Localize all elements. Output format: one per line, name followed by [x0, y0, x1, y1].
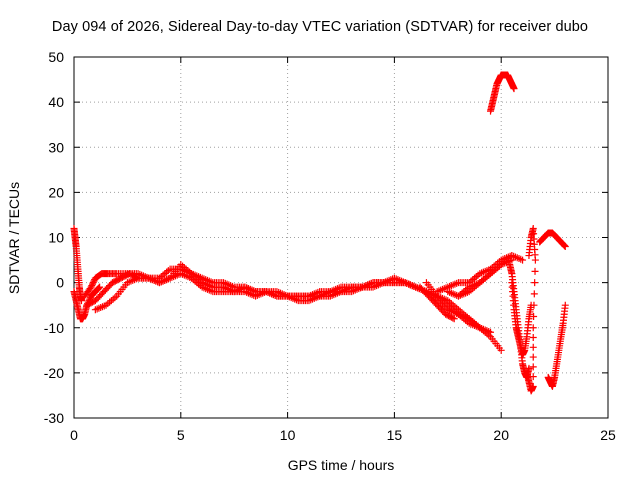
x-tick-label: 0 [70, 427, 78, 443]
y-axis-label: SDTVAR / TECUs [6, 181, 22, 295]
y-tick-label: 30 [48, 139, 64, 155]
data-point-interp [529, 343, 537, 351]
data-point [510, 85, 518, 93]
data-point-interp [531, 267, 539, 275]
data-point-interp [560, 241, 568, 249]
data-point [529, 324, 537, 332]
series-descent-4 [416, 283, 458, 323]
x-tick-label: 20 [493, 427, 509, 443]
data-point-interp [89, 279, 97, 287]
data-point [525, 252, 533, 260]
data-point-interp [529, 363, 537, 371]
y-tick-label: 40 [48, 94, 64, 110]
series-cluster-21b [508, 279, 535, 359]
data-point [487, 328, 495, 336]
series-arc-top [487, 71, 518, 115]
x-tick-label: 15 [387, 427, 403, 443]
series-spike-21 [523, 224, 539, 395]
y-tick-label: 10 [48, 230, 64, 246]
x-axis-label: GPS time / hours [287, 457, 395, 473]
data-point-interp [530, 290, 538, 298]
series-descent-3 [422, 279, 484, 332]
series-ascent-3 [454, 256, 516, 300]
data-point [96, 283, 104, 291]
series-start-spike [70, 224, 85, 305]
y-tick-label: -10 [44, 320, 64, 336]
data-point [497, 346, 505, 354]
y-tick-label: -30 [44, 410, 64, 426]
data-point-interp [529, 334, 537, 342]
data-point-interp [529, 353, 537, 361]
data-point-interp [561, 242, 569, 250]
x-tick-label: 5 [177, 427, 185, 443]
data-point-interp [95, 284, 103, 292]
data-point-interp [449, 314, 457, 322]
data-point [476, 324, 484, 332]
data-point [525, 364, 533, 372]
x-tick-label: 25 [600, 427, 616, 443]
data-point [450, 315, 458, 323]
x-tick-label: 10 [280, 427, 296, 443]
data-point-interp [88, 282, 96, 290]
y-tick-label: -20 [44, 365, 64, 381]
data-point-interp [529, 373, 537, 381]
y-tick-label: 20 [48, 184, 64, 200]
data-point [87, 283, 95, 291]
series-arc-right [536, 229, 569, 251]
series-tail-right [544, 301, 569, 390]
data-point-interp [531, 279, 539, 287]
data-point-interp [530, 301, 538, 309]
data-point [519, 256, 527, 264]
data-point [561, 301, 569, 309]
y-tick-label: 50 [48, 49, 64, 65]
series-start-dip [70, 283, 104, 323]
data-point-interp [530, 312, 538, 320]
data-point [561, 243, 569, 251]
series-band-c [91, 261, 409, 314]
data-point [508, 256, 516, 264]
chart-title: Day 094 of 2026, Sidereal Day-to-day VTE… [51, 19, 589, 35]
data-point-interp [89, 280, 97, 288]
data-point-interp [90, 277, 98, 285]
series-band-b [83, 270, 420, 309]
y-tick-label: 0 [56, 275, 64, 291]
data-point-interp [94, 285, 102, 293]
data-point [529, 382, 537, 390]
